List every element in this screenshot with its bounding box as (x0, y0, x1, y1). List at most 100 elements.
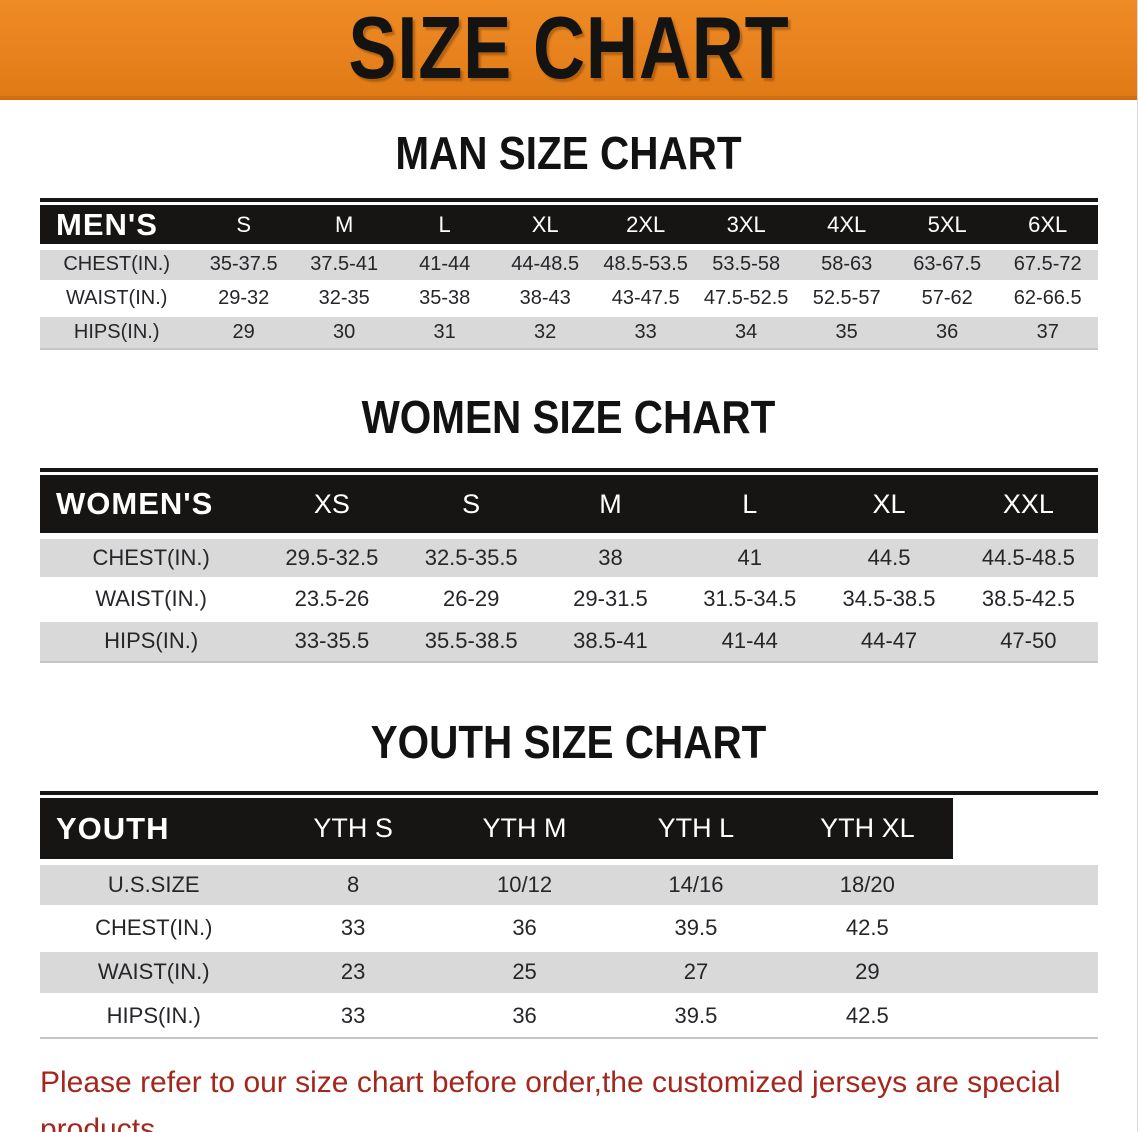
size-value: 57-62 (921, 286, 973, 309)
size-value: 35 (835, 320, 858, 343)
youth-size-table: YOUTH YTH S YTH M YTH L YTH XL U.S.SIZE 8 10/12… (40, 798, 1098, 1039)
size-column-header: 5XL (896, 205, 998, 247)
size-value: 44.5 (867, 544, 911, 570)
size-value: 44-47 (860, 628, 918, 654)
men-section-heading: MAN SIZE CHART (395, 127, 742, 179)
size-column-header: YTH XL (781, 798, 954, 862)
size-column-header: M (293, 205, 395, 247)
size-value: 35.5-38.5 (424, 628, 518, 654)
youth-size-table-container: YOUTH YTH S YTH M YTH L YTH XL U.S.SIZE 8 10/12… (40, 791, 1098, 1039)
size-column-header: XXL (958, 475, 1098, 536)
row-label: HIPS(IN.) (73, 320, 160, 343)
banner: SIZE CHART (0, 0, 1137, 100)
size-value: 38 (598, 544, 623, 570)
size-value: 34.5-38.5 (842, 586, 936, 611)
size-value: 53.5-58 (712, 253, 781, 276)
size-value: 38.5-41 (573, 628, 648, 654)
size-value: 37.5-41 (310, 253, 379, 276)
disclaimer-line-1: Please refer to our size chart before or… (40, 1066, 1061, 1132)
row-spacer (953, 994, 1098, 1038)
size-value: 27 (683, 959, 709, 984)
size-value: 32.5-35.5 (424, 544, 518, 570)
size-value: 23.5-26 (294, 586, 370, 611)
size-value: 41-44 (419, 253, 471, 276)
row-label: CHEST(IN.) (95, 915, 213, 940)
size-value: 23 (340, 959, 366, 984)
size-value: 31.5-34.5 (703, 586, 797, 611)
row-spacer (953, 862, 1098, 906)
size-value: 26-29 (443, 586, 500, 611)
size-value: 42.5 (845, 915, 889, 940)
table-row: HIPS(IN.) 33 36 39.5 42.5 (40, 994, 1098, 1038)
size-value: 42.5 (845, 1003, 889, 1029)
size-column-header: YTH S (267, 798, 439, 862)
size-value: 38-43 (519, 286, 571, 309)
disclaimer: Please refer to our size chart before or… (40, 1059, 1117, 1132)
row-label: WAIST(IN.) (95, 586, 207, 611)
size-column-header: YTH M (438, 798, 611, 862)
table-row: CHEST(IN.) 35-37.5 37.5-41 41-44 44-48.5 48.5… (40, 247, 1098, 281)
size-value: 47-50 (1000, 628, 1057, 654)
size-value: 33 (340, 1003, 366, 1029)
size-value: 29-31.5 (573, 586, 648, 611)
size-value: 32-35 (318, 286, 370, 309)
table-corner-label: YOUTH (40, 798, 268, 862)
size-value: 62-66.5 (1013, 286, 1082, 309)
size-value: 41-44 (721, 628, 778, 654)
size-value: 36 (936, 320, 959, 343)
size-column-header: S (193, 205, 294, 247)
size-value: 58-63 (821, 253, 873, 276)
table-corner-label: WOMEN'S (40, 475, 263, 536)
women-size-table: WOMEN'S XS S M L XL XXL CHEST(IN.) 29.5-32.5 32.5… (40, 475, 1098, 663)
size-value: 8 (347, 871, 360, 897)
size-value: 63-67.5 (913, 253, 982, 276)
size-value: 29 (855, 959, 880, 984)
size-column-header: L (394, 205, 495, 247)
women-section-heading: WOMEN SIZE CHART (361, 391, 776, 443)
size-value: 29-32 (218, 286, 270, 309)
size-value: 37 (1036, 320, 1059, 343)
size-value: 36 (512, 1003, 537, 1029)
row-label: U.S.SIZE (107, 871, 200, 897)
size-value: 29 (232, 320, 255, 343)
table-row: WAIST(IN.) 23 25 27 29 (40, 950, 1098, 994)
women-size-table-container: WOMEN'S XS S M L XL XXL CHEST(IN.) 29.5-32.5 32.5… (40, 468, 1098, 663)
row-label: WAIST(IN.) (97, 959, 210, 984)
size-value: 31 (433, 320, 456, 343)
size-column-header: 3XL (695, 205, 797, 247)
table-header-row: WOMEN'S XS S M L XL XXL (40, 475, 1098, 536)
size-value: 33-35.5 (294, 628, 370, 654)
size-value: 44-48.5 (511, 253, 580, 276)
size-column-header: M (540, 475, 681, 536)
size-column-header: L (680, 475, 820, 536)
size-value: 35-37.5 (209, 253, 278, 276)
row-label: HIPS(IN.) (104, 628, 199, 654)
size-column-header: 4XL (796, 205, 897, 247)
youth-section-heading: YOUTH SIZE CHART (370, 716, 767, 768)
table-top-rule (40, 468, 1098, 472)
table-header-row: YOUTH YTH S YTH M YTH L YTH XL (40, 798, 1098, 862)
size-column-header: YTH L (610, 798, 782, 862)
table-row: HIPS(IN.) 29 30 31 32 33 34 35 36 37 (40, 315, 1098, 349)
table-row: U.S.SIZE 8 10/12 14/16 18/20 (40, 862, 1098, 906)
size-value: 36 (512, 915, 537, 940)
size-value: 39.5 (674, 1003, 718, 1029)
row-spacer (953, 950, 1098, 994)
table-header-row: MEN'S S M L XL 2XL 3XL 4XL 5XL 6XL (40, 205, 1098, 247)
size-column-header: S (401, 475, 541, 536)
table-top-rule (40, 198, 1098, 202)
size-value: 29.5-32.5 (285, 544, 379, 570)
size-value: 39.5 (674, 915, 718, 940)
row-label: CHEST(IN.) (92, 544, 210, 570)
size-value: 41 (737, 544, 762, 570)
row-label: CHEST(IN.) (63, 253, 171, 276)
row-label: HIPS(IN.) (106, 1003, 201, 1029)
table-row: WAIST(IN.) 29-32 32-35 35-38 38-43 43-47.5 47.… (40, 281, 1098, 315)
size-value: 38.5-42.5 (981, 586, 1075, 611)
size-column-header: XS (262, 475, 402, 536)
size-value: 33 (340, 915, 366, 940)
size-value: 34 (735, 320, 758, 343)
size-value: 18/20 (839, 871, 895, 897)
table-row: WAIST(IN.) 23.5-26 26-29 29-31.5 31.5-34.5 34… (40, 578, 1098, 620)
size-value: 30 (333, 320, 356, 343)
